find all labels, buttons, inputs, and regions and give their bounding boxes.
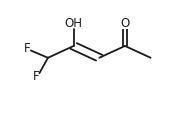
Text: F: F <box>24 42 31 55</box>
Text: F: F <box>33 70 40 83</box>
Text: OH: OH <box>65 17 83 30</box>
Text: O: O <box>120 17 130 30</box>
